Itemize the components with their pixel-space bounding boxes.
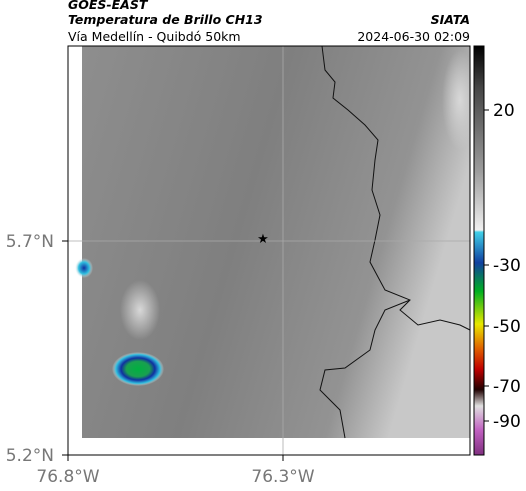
colorbar-label: -30 bbox=[493, 256, 521, 276]
cloud bbox=[442, 50, 478, 150]
lon-label: 76.8°W bbox=[36, 467, 99, 487]
colorbar-label: 20 bbox=[493, 101, 515, 121]
cloud bbox=[120, 280, 160, 340]
convective-cell bbox=[112, 352, 164, 386]
lat-label: 5.2°N bbox=[6, 446, 54, 466]
map-frame bbox=[67, 45, 471, 456]
lon-label: 76.3°W bbox=[251, 467, 314, 487]
colorbar-label: -70 bbox=[493, 377, 521, 397]
map: ★ 5.7°N 5.2°N 76.8°W 76.3°W bbox=[6, 45, 478, 487]
title: Temperatura de Brillo CH13 bbox=[68, 12, 263, 27]
boundary bbox=[319, 45, 471, 439]
colorbar-label: -90 bbox=[493, 412, 521, 432]
brand: SIATA bbox=[431, 12, 470, 27]
colorbar: 20 -30 -50 -70 -90 bbox=[473, 45, 521, 456]
source: GOES-EAST bbox=[68, 0, 149, 12]
colorbar-scale bbox=[473, 45, 485, 456]
colorbar-label: -50 bbox=[493, 317, 521, 337]
subtitle: Vía Medellín - Quibdó 50km bbox=[68, 29, 241, 44]
location-star: ★ bbox=[257, 232, 269, 247]
convective-cell bbox=[75, 258, 93, 278]
lat-label: 5.7°N bbox=[6, 232, 54, 252]
timestamp: 2024-06-30 02:09 bbox=[357, 29, 470, 44]
